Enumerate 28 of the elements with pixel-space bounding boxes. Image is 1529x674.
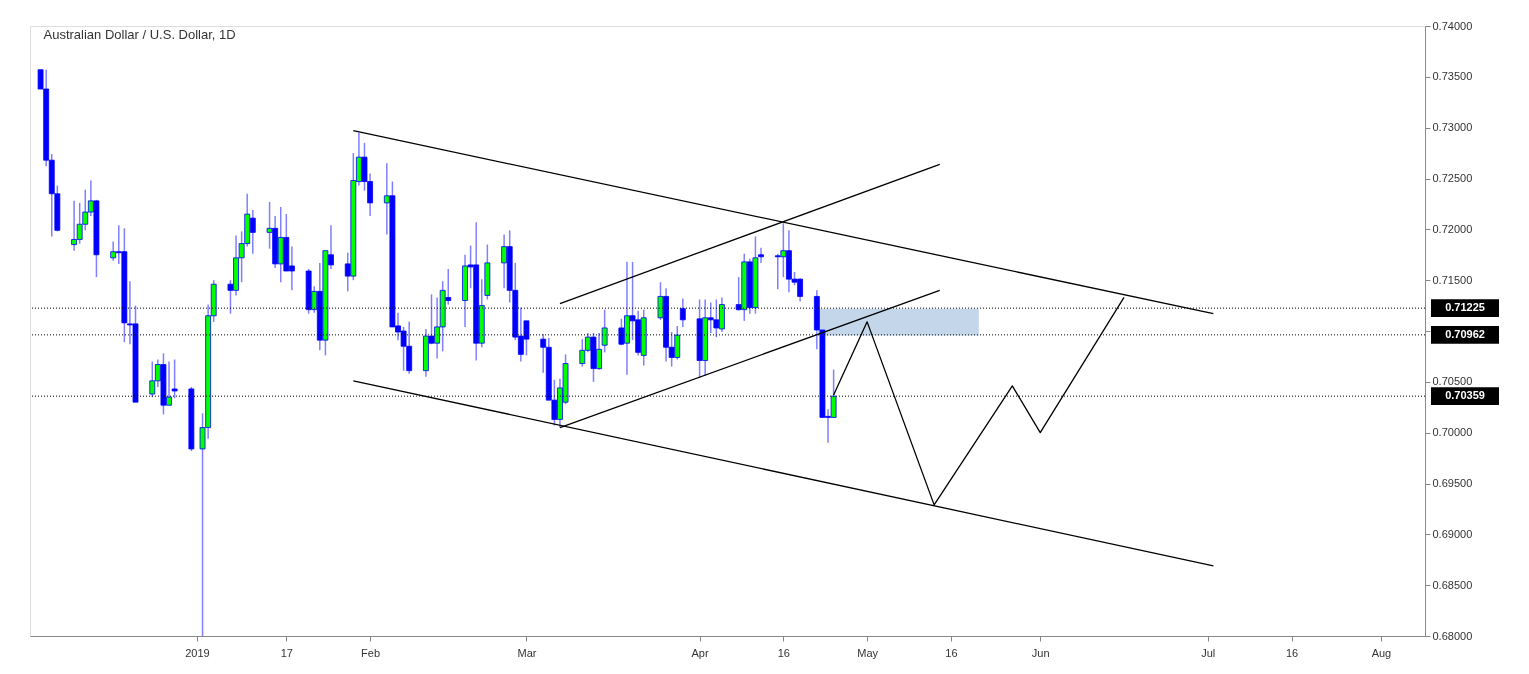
x-tick-label: Aug [1371, 646, 1392, 659]
x-tick-label: Feb [361, 646, 381, 659]
y-tick-label: 0.73000 [1432, 121, 1473, 134]
x-tick-label: 16 [945, 646, 958, 659]
y-tick-label: 0.68500 [1432, 578, 1473, 591]
x-tick-label: May [857, 646, 879, 659]
y-tick-label: 0.72500 [1432, 172, 1473, 184]
chart-title: Australian Dollar / U.S. Dollar, 1D [43, 27, 236, 42]
y-tick-label: 0.74000 [1432, 19, 1473, 32]
y-tick-label: 0.69000 [1432, 527, 1473, 540]
y-tick-label: 0.70000 [1432, 426, 1473, 439]
x-tick-label: 16 [777, 646, 790, 659]
x-tick-label: Mar [517, 646, 537, 659]
x-tick-label: Jul [1201, 646, 1216, 659]
ref-line-label: 0.70359 [1445, 389, 1485, 402]
y-tick-label: 0.68000 [1432, 629, 1473, 642]
y-tick-label: 0.70500 [1432, 375, 1473, 388]
y-tick-label: 0.71500 [1432, 273, 1473, 286]
y-tick-label: 0.72000 [1432, 222, 1473, 235]
x-tick-label: Jun [1031, 646, 1050, 659]
y-tick-label: 0.69500 [1432, 477, 1473, 489]
x-tick-label: 17 [280, 646, 293, 659]
x-tick-label: 16 [1285, 646, 1299, 659]
y-tick-label: 0.73500 [1432, 70, 1473, 83]
x-tick-label: 2019 [185, 646, 210, 659]
x-tick-label: Apr [691, 646, 709, 659]
ref-line-label: 0.71225 [1445, 301, 1485, 314]
ref-line-label: 0.70962 [1445, 327, 1485, 340]
